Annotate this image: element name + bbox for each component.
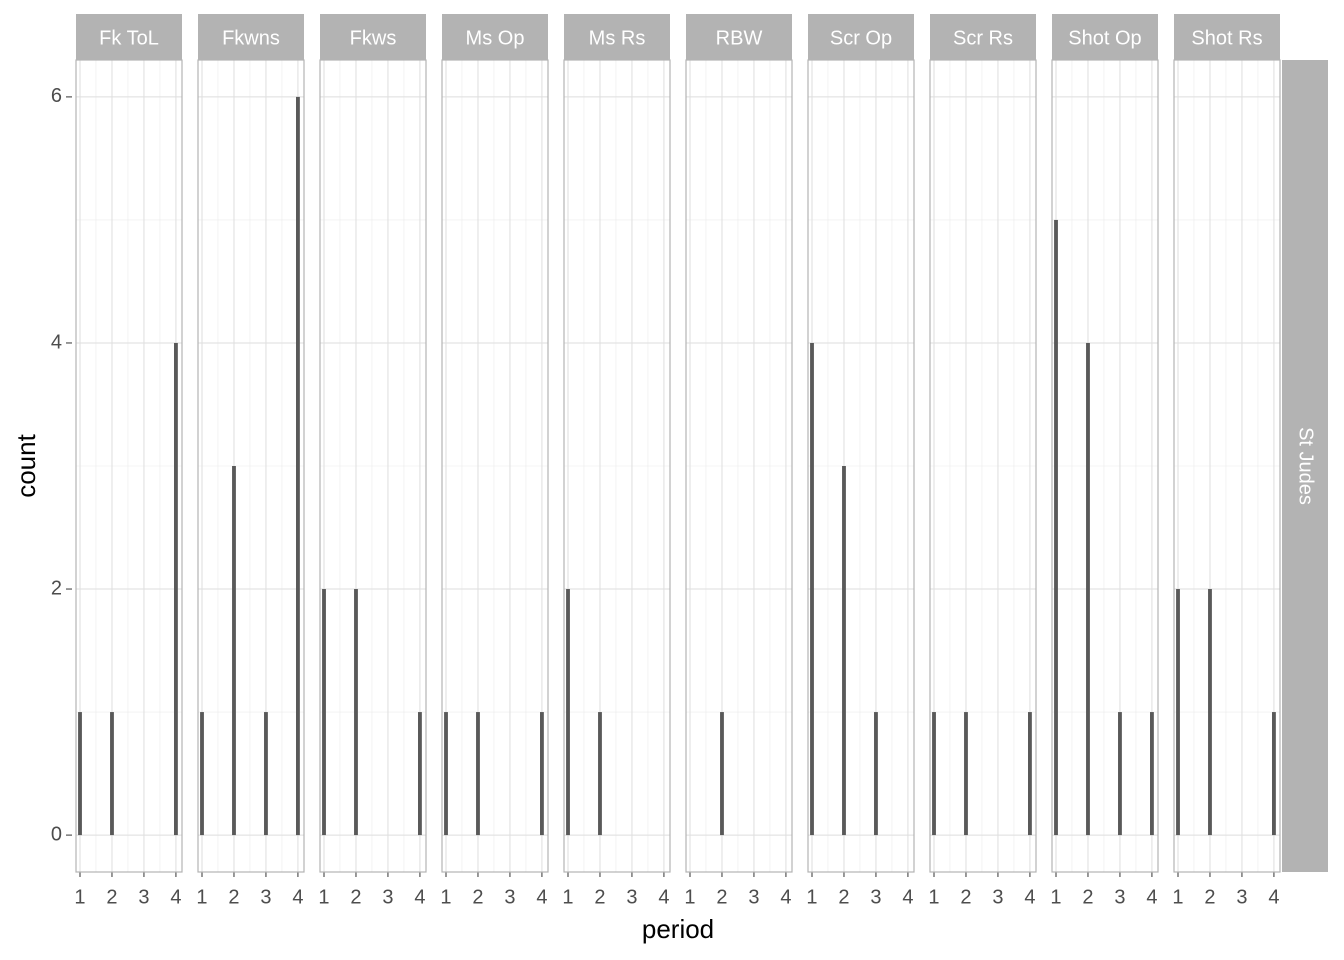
x-tick-label: 1 (74, 886, 85, 908)
x-tick-label: 3 (870, 886, 881, 908)
x-tick-label: 1 (1050, 886, 1061, 908)
bar (1150, 712, 1154, 836)
bar (232, 466, 236, 836)
facet-strip-label: Fk ToL (99, 27, 159, 49)
bar (842, 466, 846, 836)
x-tick-label: 1 (196, 886, 207, 908)
bar (932, 712, 936, 836)
row-strip (1282, 60, 1328, 872)
bar (1208, 589, 1212, 836)
x-tick-label: 2 (350, 886, 361, 908)
x-tick-label: 4 (658, 886, 669, 908)
x-tick-label: 4 (292, 886, 303, 908)
x-tick-label: 3 (382, 886, 393, 908)
x-tick-label: 4 (1024, 886, 1035, 908)
row-strip-label: St Judes (1295, 427, 1317, 505)
x-tick-label: 2 (594, 886, 605, 908)
facet-strip-label: Fkwns (222, 27, 280, 49)
bar (110, 712, 114, 836)
bar (418, 712, 422, 836)
x-tick-label: 1 (928, 886, 939, 908)
facet-strip (442, 14, 548, 60)
facet-strip-label: Fkws (350, 27, 397, 49)
x-tick-label: 1 (1172, 886, 1183, 908)
facet-strip (686, 14, 792, 60)
facet-strip-label: Scr Rs (953, 27, 1013, 49)
bar (1272, 712, 1276, 836)
bar (174, 342, 178, 836)
facet-strip (1174, 14, 1280, 60)
x-tick-label: 2 (472, 886, 483, 908)
bar (598, 712, 602, 836)
x-tick-label: 2 (1082, 886, 1093, 908)
bar (874, 712, 878, 836)
y-tick-label: 2 (51, 577, 62, 599)
facet-strip (930, 14, 1036, 60)
bar (1028, 712, 1032, 836)
x-tick-label: 1 (684, 886, 695, 908)
bar (566, 589, 570, 836)
bar (1054, 219, 1058, 836)
bar (1086, 342, 1090, 836)
x-tick-label: 3 (1236, 886, 1247, 908)
bar (322, 589, 326, 836)
x-tick-label: 4 (170, 886, 181, 908)
bar (964, 712, 968, 836)
x-tick-label: 3 (626, 886, 637, 908)
bar (354, 589, 358, 836)
x-tick-label: 1 (562, 886, 573, 908)
x-tick-label: 4 (902, 886, 913, 908)
facet-strip (808, 14, 914, 60)
facet-strip-label: Scr Op (830, 27, 892, 49)
x-tick-label: 4 (414, 886, 425, 908)
bar (78, 712, 82, 836)
bar (540, 712, 544, 836)
facet-strip-label: Ms Rs (589, 27, 646, 49)
x-tick-label: 3 (1114, 886, 1125, 908)
x-tick-label: 4 (1146, 886, 1157, 908)
x-axis-title: period (642, 914, 714, 944)
facet-strip-label: Ms Op (466, 27, 525, 49)
bar (296, 96, 300, 836)
x-tick-label: 4 (1268, 886, 1279, 908)
x-tick-label: 3 (504, 886, 515, 908)
facet-strip (198, 14, 304, 60)
facet-strip (320, 14, 426, 60)
facet-strip-label: Shot Op (1068, 27, 1141, 49)
x-tick-label: 3 (138, 886, 149, 908)
facet-strip (564, 14, 670, 60)
facet-strip-label: Shot Rs (1191, 27, 1262, 49)
bar (720, 712, 724, 836)
x-tick-label: 4 (780, 886, 791, 908)
bar (444, 712, 448, 836)
y-tick-label: 6 (51, 85, 62, 107)
y-axis-title: count (11, 433, 41, 497)
bar (1176, 589, 1180, 836)
x-tick-label: 2 (228, 886, 239, 908)
bar (810, 342, 814, 836)
bar (476, 712, 480, 836)
x-tick-label: 2 (716, 886, 727, 908)
x-tick-label: 3 (260, 886, 271, 908)
x-tick-label: 3 (748, 886, 759, 908)
x-tick-label: 2 (1204, 886, 1215, 908)
x-tick-label: 2 (106, 886, 117, 908)
x-tick-label: 1 (806, 886, 817, 908)
x-tick-label: 1 (318, 886, 329, 908)
facet-strip (1052, 14, 1158, 60)
facet-strip-label: RBW (716, 27, 763, 49)
bar (264, 712, 268, 836)
facet-strip (76, 14, 182, 60)
x-tick-label: 3 (992, 886, 1003, 908)
x-tick-label: 2 (838, 886, 849, 908)
y-tick-label: 0 (51, 823, 62, 845)
x-tick-label: 4 (536, 886, 547, 908)
x-tick-label: 1 (440, 886, 451, 908)
y-tick-label: 4 (51, 331, 62, 353)
bar (200, 712, 204, 836)
bar (1118, 712, 1122, 836)
x-tick-label: 2 (960, 886, 971, 908)
